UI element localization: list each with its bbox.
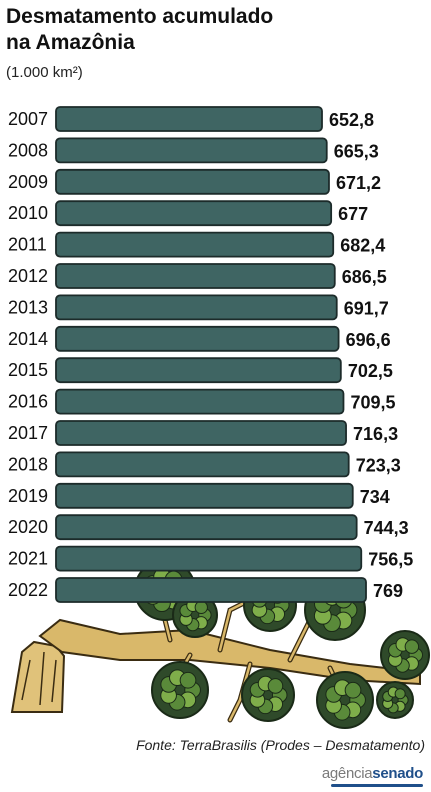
value-label: 652,8 (329, 110, 374, 130)
source-note: Fonte: TerraBrasilis (Prodes – Desmatame… (136, 737, 425, 753)
year-label: 2013 (8, 297, 48, 317)
year-label: 2011 (8, 235, 47, 255)
fallen-tree-illustration (10, 559, 430, 729)
year-label: 2014 (8, 329, 48, 349)
year-label: 2020 (8, 517, 48, 537)
bar-2007 (55, 106, 323, 132)
logo-underline (331, 784, 423, 787)
chart-title: Desmatamento acumulado na Amazônia (6, 5, 274, 54)
leaf-highlight (267, 678, 284, 694)
value-label: 702,5 (348, 361, 393, 381)
value-label: 769 (373, 581, 403, 601)
bar-2021 (55, 545, 363, 572)
agencia-senado-logo: agênciasenado (322, 765, 423, 782)
value-label: 734 (360, 487, 390, 507)
leaf-highlight (194, 600, 208, 615)
fallen-trunk (38, 618, 421, 686)
value-label: 709,5 (350, 393, 395, 413)
year-label: 2018 (8, 454, 48, 474)
logo-part2: senado (372, 765, 423, 782)
bar-2018 (55, 451, 350, 478)
unit-label: (1.000 km²) (6, 64, 83, 81)
year-label: 2019 (8, 486, 48, 506)
value-label: 723,3 (356, 455, 401, 475)
value-label: 665,3 (334, 141, 379, 161)
leaf-highlight (179, 671, 197, 689)
year-label: 2010 (8, 203, 48, 223)
year-label: 2021 (8, 549, 48, 569)
value-label: 682,4 (340, 236, 385, 256)
bar-2016 (55, 388, 345, 415)
bar-2015 (55, 357, 342, 384)
year-label: 2009 (8, 172, 48, 192)
logo-part1: agência (321, 765, 373, 782)
bar-2010 (55, 200, 333, 227)
year-label: 2022 (8, 580, 48, 600)
value-label: 691,7 (344, 298, 389, 318)
bar-series: 2007 652,8 2008 665,3 2009 671,2 2010 677 2011 68… (8, 106, 413, 603)
bar-2022 (55, 577, 367, 603)
bar-2019 (55, 482, 354, 509)
bar-2013 (55, 294, 338, 321)
value-label: 686,5 (342, 267, 387, 287)
stump-grain (21, 651, 57, 706)
value-label: 756,5 (368, 550, 413, 570)
bar-2020 (55, 514, 358, 541)
bar-2017 (55, 420, 347, 446)
year-label: 2016 (8, 392, 48, 412)
value-label: 716,3 (353, 424, 398, 444)
bar-2008 (55, 137, 328, 164)
bar-2014 (55, 325, 340, 352)
value-label: 677 (338, 204, 368, 224)
value-label: 696,6 (346, 330, 391, 350)
year-label: 2008 (8, 140, 48, 160)
value-label: 744,3 (364, 518, 409, 538)
tree-stump (10, 640, 66, 713)
bar-2011 (55, 231, 335, 258)
year-label: 2015 (8, 360, 48, 380)
value-label: 671,2 (336, 173, 381, 193)
leaf-highlight (404, 639, 420, 654)
year-label: 2007 (8, 109, 48, 129)
leaf-highlight (394, 688, 406, 700)
bar-2009 (55, 168, 330, 195)
year-label: 2012 (8, 266, 48, 286)
leaf-highlight (344, 681, 362, 699)
bar-2012 (55, 263, 336, 289)
year-label: 2017 (8, 423, 48, 443)
